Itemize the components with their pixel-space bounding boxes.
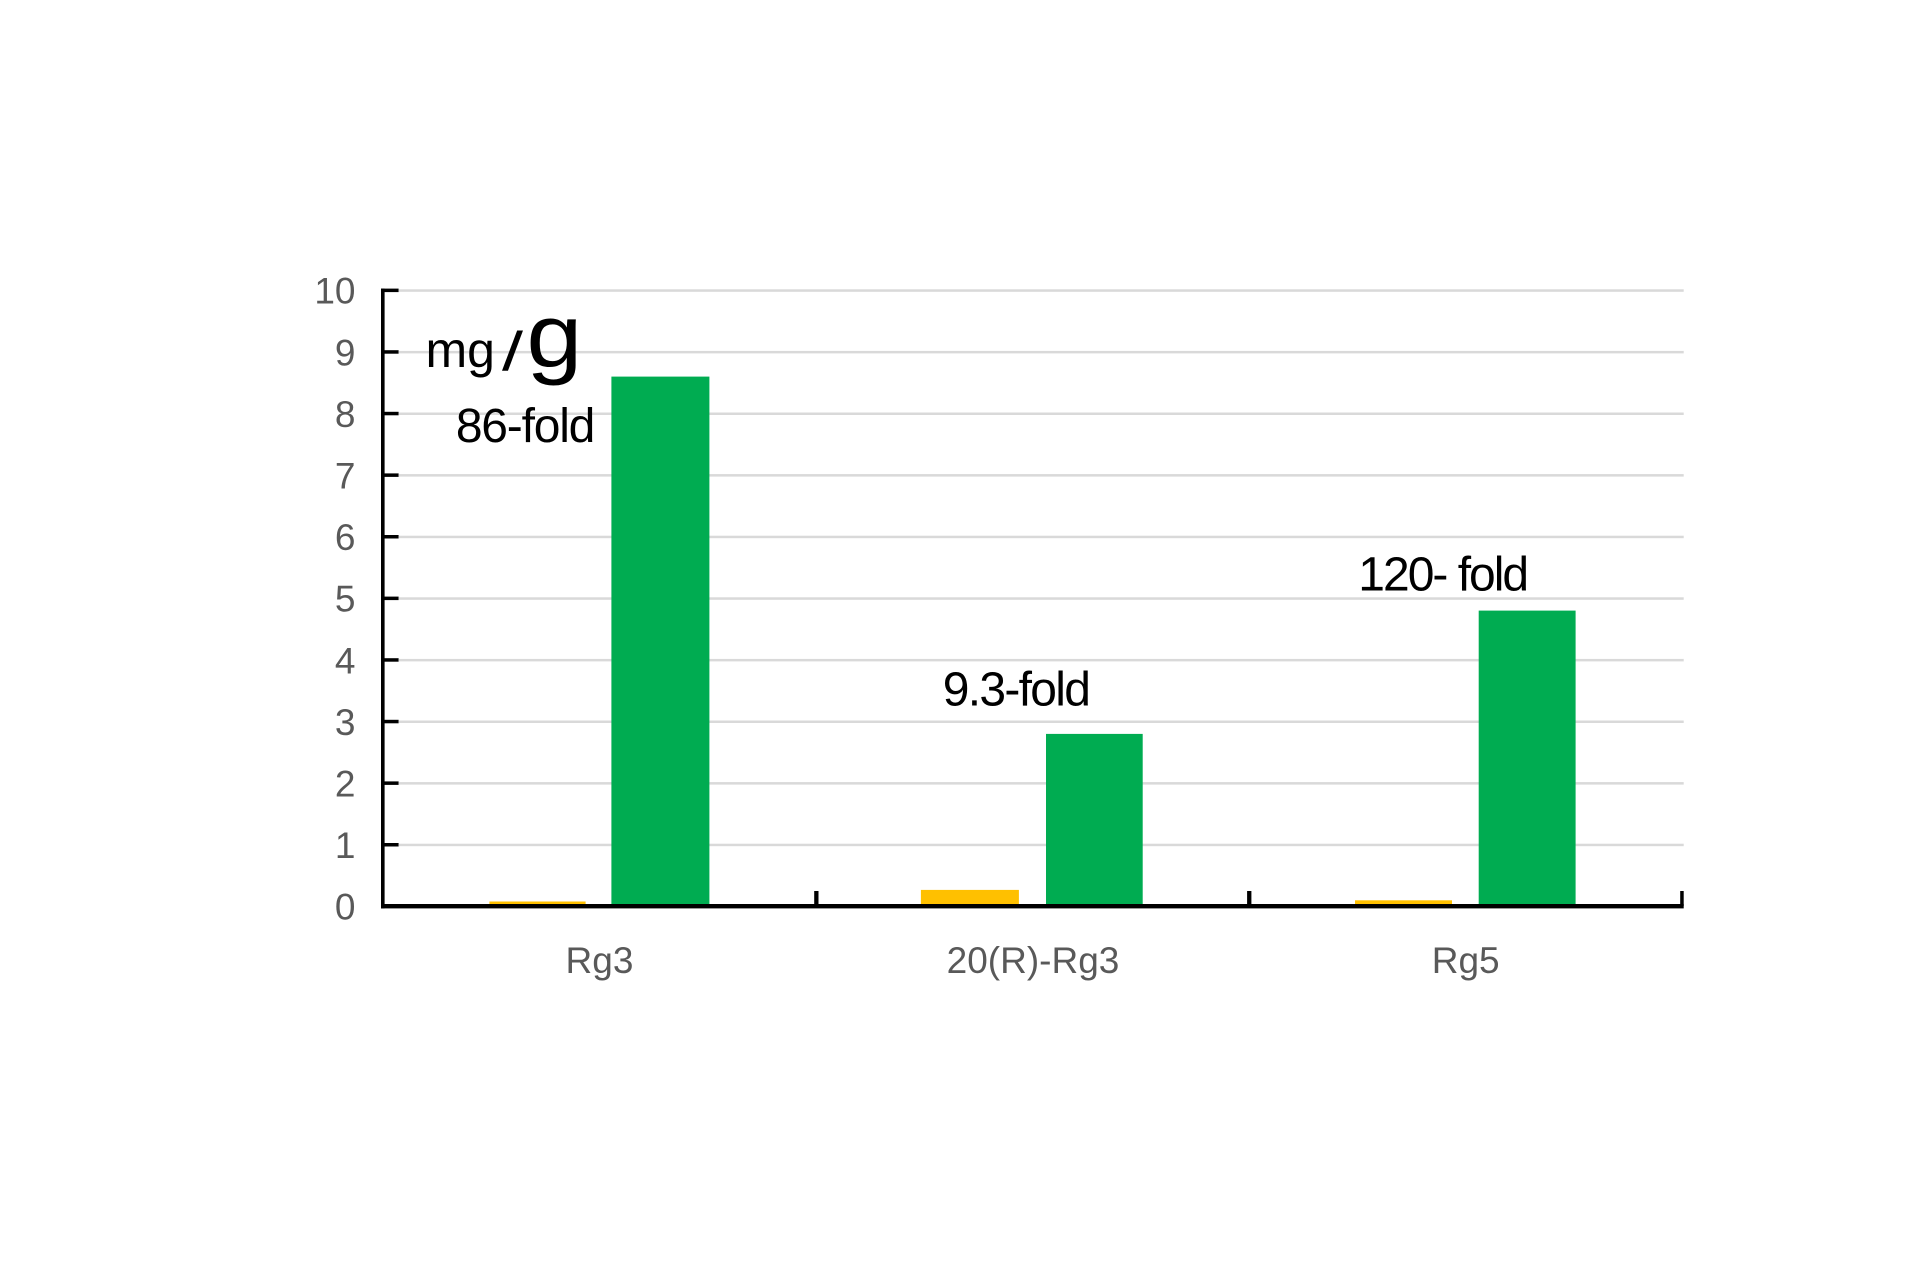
svg-text:2: 2 <box>335 764 356 805</box>
svg-text:0: 0 <box>335 887 356 928</box>
svg-text:1: 1 <box>335 825 356 866</box>
svg-text:3: 3 <box>335 702 356 743</box>
svg-text:20(R)-Rg3: 20(R)-Rg3 <box>947 940 1120 981</box>
svg-text:4: 4 <box>335 640 356 681</box>
svg-text:Rg3: Rg3 <box>566 940 634 981</box>
svg-text:9.3-fold: 9.3-fold <box>943 664 1090 717</box>
svg-text:120- fold: 120- fold <box>1358 549 1527 602</box>
svg-text:7: 7 <box>335 456 356 497</box>
svg-text:6: 6 <box>335 517 356 558</box>
svg-text:8: 8 <box>335 394 356 435</box>
svg-text:86-fold: 86-fold <box>456 400 594 453</box>
svg-text:Rg5: Rg5 <box>1432 940 1500 981</box>
svg-text:9: 9 <box>335 332 356 373</box>
svg-text:10: 10 <box>314 271 355 312</box>
svg-text:5: 5 <box>335 579 356 620</box>
